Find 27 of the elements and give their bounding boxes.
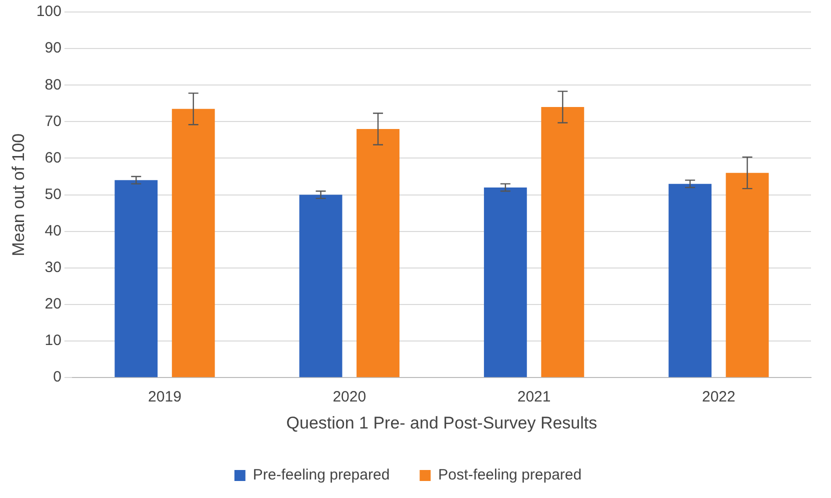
bar [541, 107, 584, 378]
legend-label: Post-feeling prepared [438, 466, 582, 484]
y-tick-label: 0 [53, 368, 62, 386]
legend-label: Pre-feeling prepared [252, 466, 390, 484]
y-tick-label: 20 [44, 296, 62, 313]
x-axis-title: Question 1 Pre- and Post-Survey Results [286, 413, 598, 432]
y-tick-label: 80 [44, 76, 62, 94]
bar [299, 194, 342, 378]
y-tick-label: 40 [44, 222, 62, 240]
bar [484, 187, 527, 378]
y-tick-label: 60 [44, 149, 62, 166]
x-tick-label: 2021 [517, 388, 551, 406]
x-tick-label: 2022 [702, 388, 736, 406]
y-tick-label: 30 [44, 259, 62, 276]
bar [172, 108, 215, 378]
x-tick-label: 2019 [148, 388, 182, 406]
bar [114, 180, 158, 378]
y-tick-label: 100 [36, 3, 62, 20]
x-tick-label: 2020 [332, 388, 366, 406]
bar [668, 184, 712, 378]
bar [726, 172, 769, 378]
y-tick-label: 70 [44, 112, 62, 130]
y-tick-label: 90 [44, 40, 62, 57]
y-tick-label: 50 [44, 186, 62, 203]
bar [356, 128, 400, 378]
y-tick-label: 10 [44, 332, 62, 350]
y-axis-title: Mean out of 100 [8, 133, 28, 256]
